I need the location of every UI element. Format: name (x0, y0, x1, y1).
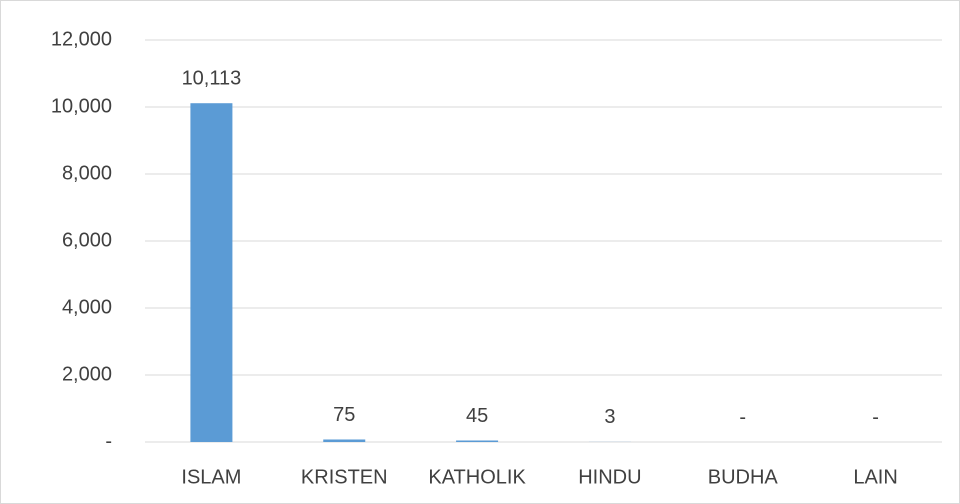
bar (190, 103, 233, 442)
y-tick-label: 8,000 (62, 162, 112, 184)
x-tick-label: LAIN (853, 466, 897, 488)
y-tick-label: - (105, 430, 112, 452)
x-tick-label: BUDHA (708, 466, 779, 488)
x-tick-label: KRISTEN (301, 466, 388, 488)
value-label: 10,113 (182, 67, 242, 89)
value-label: - (739, 406, 746, 428)
x-tick-label: HINDU (578, 466, 641, 488)
x-tick-label: KATHOLIK (428, 466, 526, 488)
value-label: 3 (604, 406, 615, 428)
y-tick-label: 4,000 (62, 296, 112, 318)
value-label: 75 (333, 404, 355, 426)
y-tick-label: 6,000 (62, 229, 112, 251)
x-tick-label: ISLAM (181, 466, 241, 488)
y-tick-label: 10,000 (51, 95, 112, 117)
bar (456, 440, 499, 442)
value-label: 45 (466, 405, 488, 427)
bar (323, 439, 366, 442)
y-tick-label: 12,000 (51, 28, 112, 50)
y-tick-label: 2,000 (62, 363, 112, 385)
value-label: - (872, 406, 879, 428)
